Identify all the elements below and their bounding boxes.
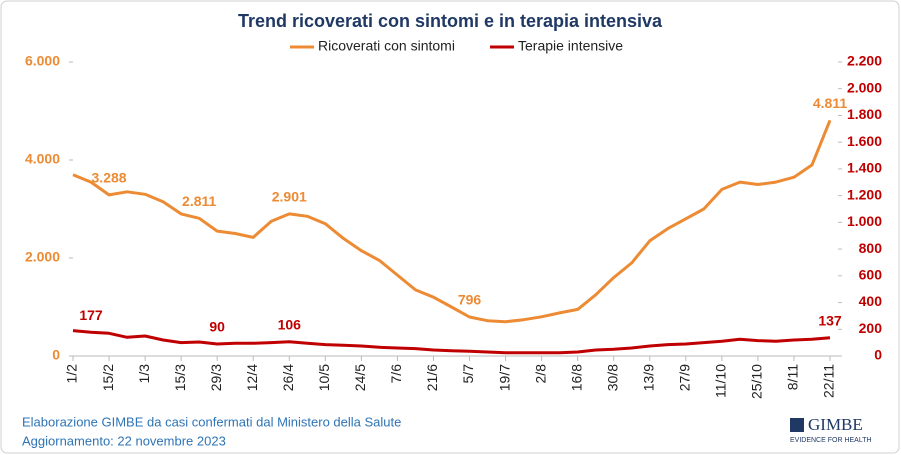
x-tick-label: 5/7 [460,364,476,384]
logo-text: GIMBE [808,415,863,434]
x-tick-label: 7/6 [388,364,404,384]
update-note: Aggiornamento: 22 novembre 2023 [22,433,226,448]
logo-icon [790,418,804,432]
x-tick-label: 13/9 [640,364,656,391]
data-label: 177 [79,307,103,323]
y2-tick-label: 1.200 [847,186,882,202]
x-tick-label: 30/8 [604,364,620,391]
y2-tick-label: 1.600 [847,133,882,149]
data-label: 106 [278,317,302,333]
logo: GIMBE EVIDENCE FOR HEALTH [790,415,872,444]
data-label: 3.288 [92,170,127,186]
series-line [72,119,832,324]
x-tick-label: 2/8 [532,364,548,384]
y2-tick-label: 1.800 [847,106,882,122]
x-tick-label: 10/5 [316,364,332,391]
x-tick-label: 16/8 [568,364,584,391]
y-tick-label: 4.000 [25,151,60,167]
data-label: 2.901 [272,189,307,205]
x-tick-label: 26/4 [280,364,296,391]
y2-tick-label: 1.000 [847,213,882,229]
data-label: 90 [209,319,225,335]
x-tick-label: 15/2 [100,364,116,391]
x-tick-label: 15/3 [172,364,188,391]
legend-label: Ricoverati con sintomi [318,38,455,54]
series-line [72,329,831,355]
x-tick-label: 29/3 [208,364,224,391]
y-tick-label: 2.000 [25,249,60,265]
x-tick-label: 12/4 [244,364,260,391]
x-tick-label: 22/11 [821,364,837,398]
x-tick-label: 11/10 [713,364,729,398]
y2-tick-label: 2.000 [847,79,882,95]
data-label: 137 [818,312,842,328]
x-tick-label: 19/7 [496,364,512,391]
y2-tick-label: 800 [859,240,883,256]
legend-label: Terapie intensive [518,38,623,54]
logo-tagline: EVIDENCE FOR HEALTH [790,437,872,444]
x-tick-label: 21/6 [424,364,440,391]
source-note: Elaborazione GIMBE da casi confermati da… [22,414,401,429]
y-tick-label: 6.000 [25,53,60,69]
x-tick-label: 1/2 [64,364,80,384]
data-label: 796 [458,292,482,308]
x-tick-label: 1/3 [136,364,152,384]
chart-title: Trend ricoverati con sintomi e in terapi… [238,11,663,31]
data-label: 2.811 [182,193,216,209]
x-tick-label: 25/10 [749,364,765,399]
data-label: 4.811 [813,95,847,111]
y2-tick-label: 400 [859,293,883,309]
y2-tick-label: 1.400 [847,160,882,176]
y-tick-label: 0 [52,347,60,363]
y2-tick-label: 600 [859,267,883,283]
y2-tick-label: 2.200 [847,53,882,69]
x-tick-label: 27/9 [677,364,693,391]
y2-tick-label: 200 [859,320,883,336]
y2-tick-label: 0 [874,347,882,363]
x-tick-label: 8/11 [785,364,801,390]
x-tick-label: 24/5 [352,364,368,391]
